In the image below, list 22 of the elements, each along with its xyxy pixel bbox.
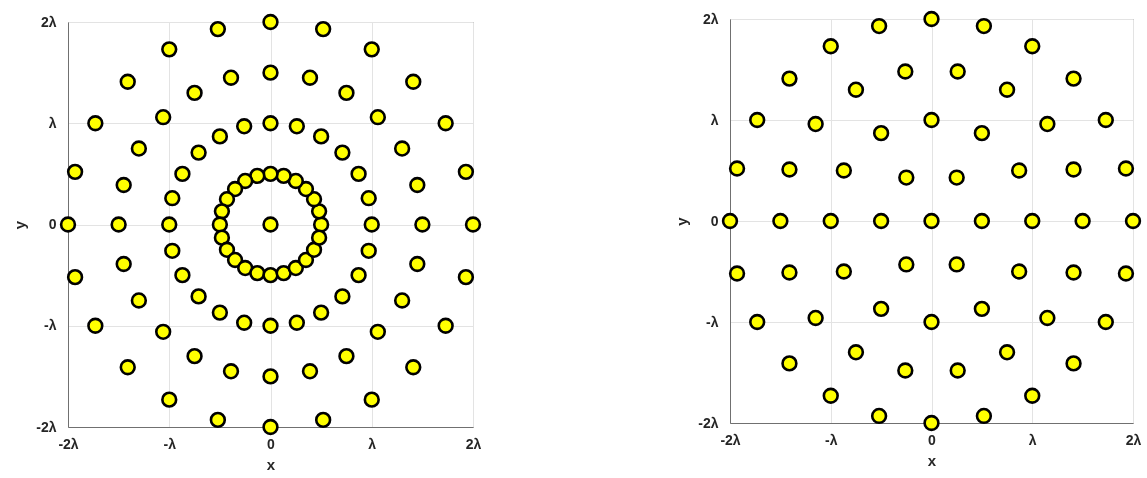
x-tick-label: 0: [267, 435, 276, 452]
x-tick-label: 2λ: [1125, 431, 1142, 448]
x-tick-label: λ: [368, 435, 377, 452]
y-tick-label: λ: [48, 114, 57, 131]
y-tick-label: -λ: [706, 313, 719, 330]
x-tick-label: 0: [928, 431, 937, 448]
y-axis-title: y: [11, 220, 29, 230]
x-axis-title: x: [927, 451, 937, 469]
y-tick-label: -2λ: [698, 414, 719, 431]
x-tick-label: -λ: [825, 431, 838, 448]
y-axis-title: y: [673, 216, 691, 226]
x-tick-label: λ: [1028, 431, 1037, 448]
y-tick-label: 2λ: [702, 10, 719, 27]
y-tick-label: -λ: [44, 317, 57, 334]
y-tick-label: -2λ: [36, 418, 57, 435]
y-tick-label: 0: [48, 216, 57, 232]
y-tick-label: λ: [710, 111, 719, 128]
y-tick-label: 2λ: [40, 13, 57, 30]
x-tick-label: 2λ: [465, 435, 482, 452]
x-axis-title: x: [266, 455, 276, 473]
y-tick-label: 0: [710, 212, 719, 229]
x-tick-label: -λ: [163, 435, 177, 452]
